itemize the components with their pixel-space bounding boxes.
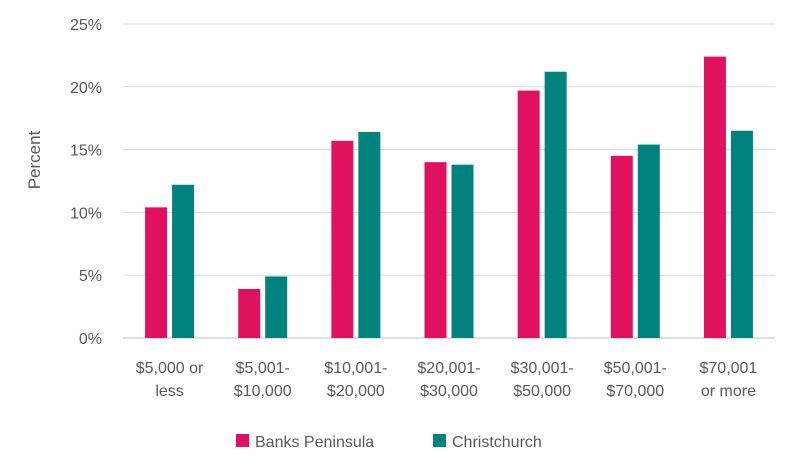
x-tick-label: $30,001-$50,000 — [511, 360, 574, 400]
bar-christchurch — [637, 144, 660, 338]
bar-christchurch — [451, 164, 474, 338]
legend-label: Banks Peninsula — [255, 434, 374, 451]
x-tick-label: $5,001-$10,000 — [234, 360, 292, 400]
bar-christchurch — [730, 130, 753, 338]
bar-banks-peninsula — [610, 155, 633, 338]
x-tick-label: $20,001-$30,000 — [417, 360, 480, 400]
y-tick-label: 20% — [70, 80, 102, 97]
y-tick-label: 0% — [79, 331, 102, 348]
x-tick-label: $10,001-$20,000 — [324, 360, 387, 400]
y-tick-label: 25% — [70, 17, 102, 34]
x-tick-label: $70,001 or more — [700, 360, 758, 400]
y-tick-label: 10% — [70, 205, 102, 222]
bar-christchurch — [172, 184, 195, 338]
legend-label: Christchurch — [452, 434, 542, 451]
y-tick-label: 15% — [70, 143, 102, 160]
bar-christchurch — [544, 71, 567, 338]
bars — [145, 56, 753, 339]
bar-christchurch — [265, 276, 288, 338]
x-tick-label: $50,001-$70,000 — [604, 360, 667, 400]
bar-banks-peninsula — [145, 207, 168, 338]
bar-banks-peninsula — [424, 162, 447, 338]
x-tick-label: $5,000 or less — [136, 360, 204, 400]
x-axis-labels: $5,000 or less $5,001-$10,000 $10,001-$20,0… — [136, 360, 758, 400]
legend-swatch — [236, 434, 249, 447]
legend-swatch — [433, 434, 446, 447]
gridlines — [123, 23, 775, 339]
bar-banks-peninsula — [238, 289, 261, 338]
legend: Banks Peninsula Christchurch — [236, 434, 542, 451]
bar-christchurch — [358, 132, 381, 338]
y-axis-ticks: 0% 5% 10% 15% 20% 25% — [70, 17, 102, 348]
y-tick-label: 5% — [79, 268, 102, 285]
bar-banks-peninsula — [331, 140, 354, 338]
bar-banks-peninsula — [517, 90, 540, 339]
bar-banks-peninsula — [703, 56, 726, 338]
y-axis-title: Percent — [25, 130, 44, 189]
